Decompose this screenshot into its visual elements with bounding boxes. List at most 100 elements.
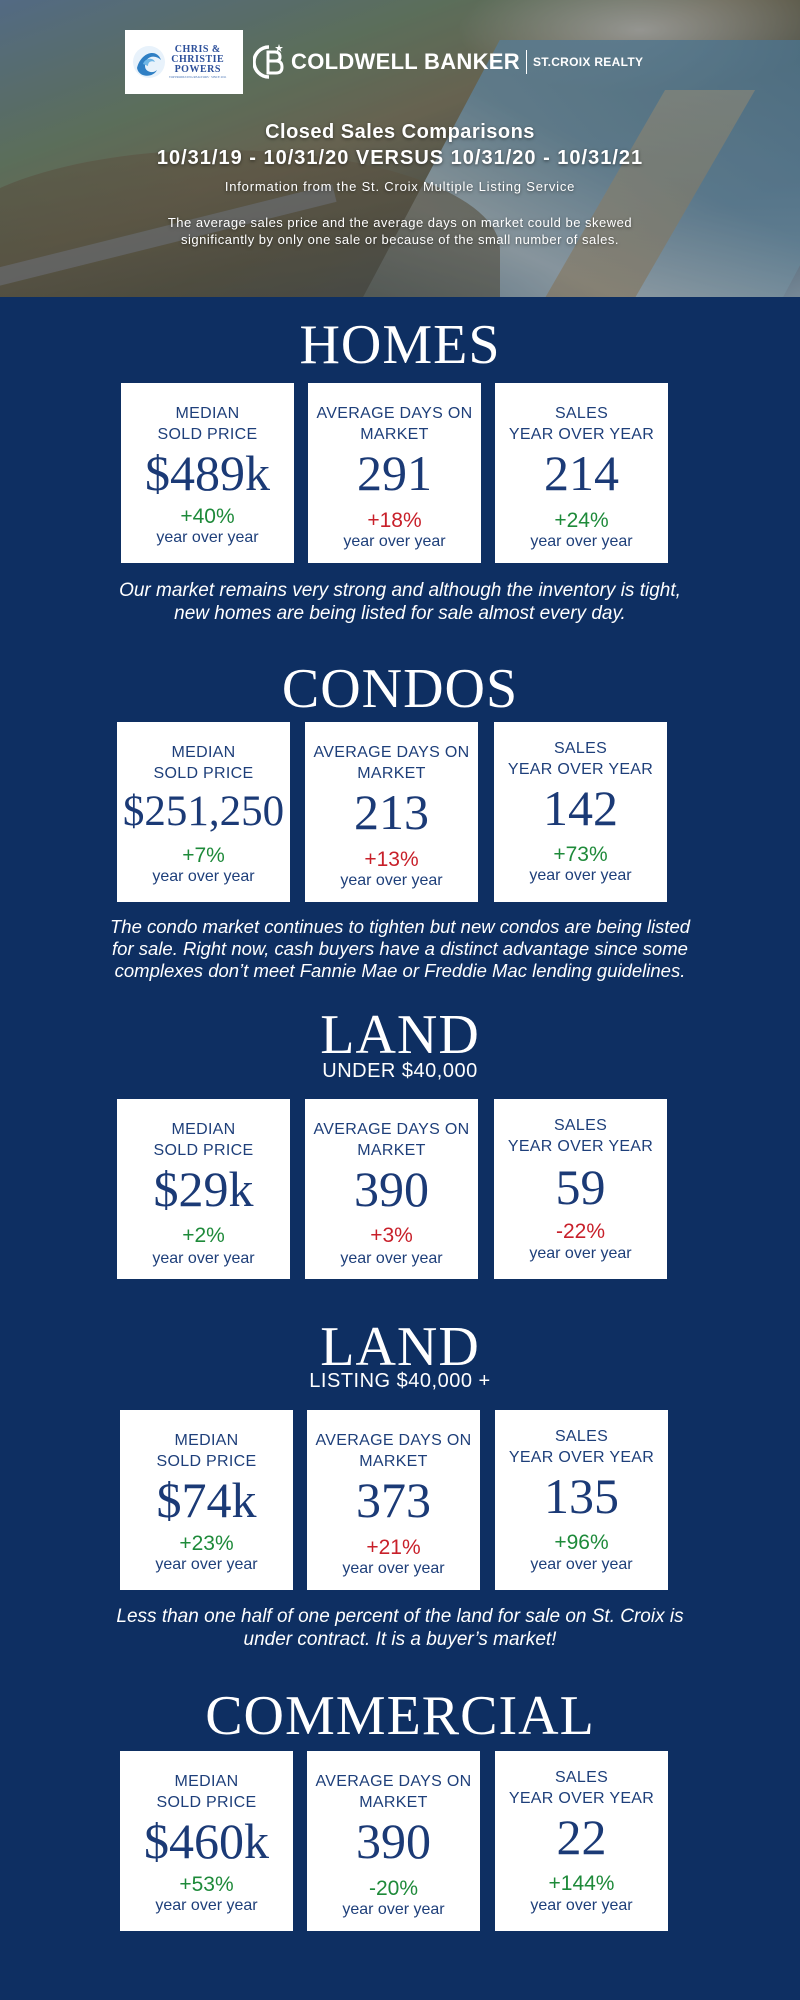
card-value: 291 <box>357 445 432 501</box>
card-value: $460k <box>144 1813 269 1869</box>
card-value: $251,250 <box>122 788 285 835</box>
section-comment: Our market remains very strong and altho… <box>40 579 760 625</box>
section-comment: The condo market continues to tighten bu… <box>40 916 760 982</box>
card-value: 373 <box>356 1472 431 1528</box>
stat-card-median-price: MEDIAN SOLD PRICE $460k +53% year over y… <box>120 1751 293 1931</box>
partner-logo-tagline: TOP PRODUCING REALTORS · SINCE 2011 <box>169 75 227 79</box>
stat-card-days-on-market: AVERAGE DAYS ON MARKET 213 +13% year ove… <box>305 722 478 902</box>
stat-card-days-on-market: AVERAGE DAYS ON MARKET 291 +18% year ove… <box>308 383 481 563</box>
card-change: +23% <box>179 1532 234 1555</box>
card-label-line: YEAR OVER YEAR <box>508 1790 655 1807</box>
card-label-line: SALES <box>554 1428 609 1445</box>
card-change: +18% <box>367 509 422 532</box>
partner-logo: CHRIS & CHRISTIE POWERS TOP PRODUCING RE… <box>125 30 243 94</box>
wave-icon <box>133 46 165 78</box>
card-label-line: YEAR OVER YEAR <box>508 426 655 443</box>
card-change: +3% <box>370 1224 413 1247</box>
card-label-line: MARKET <box>359 1453 428 1470</box>
card-value: $29k <box>153 1161 254 1217</box>
card-label-line: MEDIAN <box>174 1432 239 1449</box>
card-change: +2% <box>182 1224 225 1247</box>
comment-line: for sale. Right now, cash buyers have a … <box>112 938 688 959</box>
card-label-line: SOLD PRICE <box>157 426 258 443</box>
card-label-line: YEAR OVER YEAR <box>507 1138 654 1155</box>
card-label: AVERAGE DAYS ON MARKET <box>308 403 481 445</box>
card-label-line: YEAR OVER YEAR <box>507 761 654 778</box>
stat-card-sales: SALES YEAR OVER YEAR 22 +144% year over … <box>495 1751 668 1931</box>
card-note: year over year <box>156 529 259 546</box>
section-subtitle: UNDER $40,000 <box>322 1060 478 1082</box>
card-label-line: SOLD PRICE <box>153 1142 254 1159</box>
brand-logo: COLDWELL BANKER ST.CROIX REALTY <box>253 42 643 82</box>
comment-line: complexes don’t meet Fannie Mae or Fredd… <box>114 960 686 981</box>
card-label-line: MARKET <box>357 1142 426 1159</box>
stat-card-days-on-market: AVERAGE DAYS ON MARKET 390 +3% year over… <box>305 1099 478 1279</box>
card-label: MEDIAN SOLD PRICE <box>120 1430 293 1472</box>
card-change: +53% <box>179 1873 234 1896</box>
page-title: Closed Sales Comparisons <box>265 121 535 143</box>
section-land-under-40k: LAND UNDER $40,000 MEDIAN SOLD PRICE $29… <box>0 997 800 1297</box>
card-note: year over year <box>155 1556 258 1573</box>
card-label-line: SOLD PRICE <box>153 765 254 782</box>
comment-line: under contract. It is a buyer’s market! <box>243 1629 557 1650</box>
card-value: $74k <box>156 1472 257 1528</box>
card-value: 59 <box>555 1159 606 1215</box>
card-note: year over year <box>530 1556 633 1573</box>
card-label-line: SALES <box>553 740 608 757</box>
comment-line: The condo market continues to tighten bu… <box>109 916 691 937</box>
card-label: MEDIAN SOLD PRICE <box>121 403 294 445</box>
date-range: 10/31/19 - 10/31/20 VERSUS 10/31/20 - 10… <box>156 147 644 169</box>
card-label: SALES YEAR OVER YEAR <box>495 1767 668 1809</box>
card-label-line: AVERAGE DAYS ON <box>313 744 470 761</box>
card-label: SALES YEAR OVER YEAR <box>494 738 667 780</box>
card-label-line: SALES <box>554 1769 609 1786</box>
card-label-line: MEDIAN <box>175 405 240 422</box>
brand-name: COLDWELL BANKER <box>291 49 520 74</box>
stat-card-sales: SALES YEAR OVER YEAR 214 +24% year over … <box>495 383 668 563</box>
partner-logo-line: CHRISTIE <box>171 54 225 65</box>
card-note: year over year <box>340 1250 443 1267</box>
card-label: AVERAGE DAYS ON MARKET <box>305 1119 478 1161</box>
card-label-line: SOLD PRICE <box>156 1453 257 1470</box>
card-change: +96% <box>554 1531 609 1554</box>
partner-logo-line: POWERS <box>174 64 221 75</box>
card-note: year over year <box>152 868 255 885</box>
section-title: CONDOS <box>281 658 519 720</box>
brand-sub: ST.CROIX REALTY <box>532 55 644 69</box>
stat-card-median-price: MEDIAN SOLD PRICE $29k +2% year over yea… <box>117 1099 290 1279</box>
card-change: -20% <box>368 1877 419 1900</box>
stat-card-sales: SALES YEAR OVER YEAR 142 +73% year over … <box>494 722 667 902</box>
hero-banner: CHRIS & CHRISTIE POWERS TOP PRODUCING RE… <box>0 0 800 297</box>
card-label-line: MARKET <box>359 1794 428 1811</box>
card-label-line: SALES <box>554 405 609 422</box>
card-note: year over year <box>343 533 446 550</box>
partner-logo-text: CHRIS & CHRISTIE POWERS TOP PRODUCING RE… <box>169 44 227 80</box>
card-change: +21% <box>366 1536 421 1559</box>
card-value: $489k <box>145 445 270 501</box>
card-label-line: MARKET <box>360 426 429 443</box>
card-value: 390 <box>356 1813 431 1869</box>
card-value: 22 <box>556 1809 607 1865</box>
stat-card-median-price: MEDIAN SOLD PRICE $489k +40% year over y… <box>121 383 294 563</box>
card-label-line: MARKET <box>357 765 426 782</box>
card-value: 142 <box>543 780 618 836</box>
card-value: 214 <box>544 445 619 501</box>
card-note: year over year <box>152 1250 255 1267</box>
card-change: -22% <box>555 1220 606 1243</box>
card-note: year over year <box>340 872 443 889</box>
disclaimer-line: The average sales price and the average … <box>167 215 633 230</box>
section-homes: HOMES MEDIAN SOLD PRICE $489k +40% year … <box>0 297 800 637</box>
section-subtitle: LISTING $40,000 + <box>309 1370 491 1392</box>
card-label: AVERAGE DAYS ON MARKET <box>307 1430 480 1472</box>
partner-logo-line: CHRIS & <box>174 44 221 55</box>
stat-card-days-on-market: AVERAGE DAYS ON MARKET 390 -20% year ove… <box>307 1751 480 1931</box>
card-note: year over year <box>155 1897 258 1914</box>
card-note: year over year <box>342 1560 445 1577</box>
card-change: +13% <box>364 848 419 871</box>
stat-card-days-on-market: AVERAGE DAYS ON MARKET 373 +21% year ove… <box>307 1410 480 1590</box>
card-label: AVERAGE DAYS ON MARKET <box>305 742 478 784</box>
card-value: 135 <box>544 1468 619 1524</box>
card-value: 213 <box>354 784 429 840</box>
card-label: SALES YEAR OVER YEAR <box>495 1426 668 1468</box>
brand-divider <box>525 50 527 74</box>
